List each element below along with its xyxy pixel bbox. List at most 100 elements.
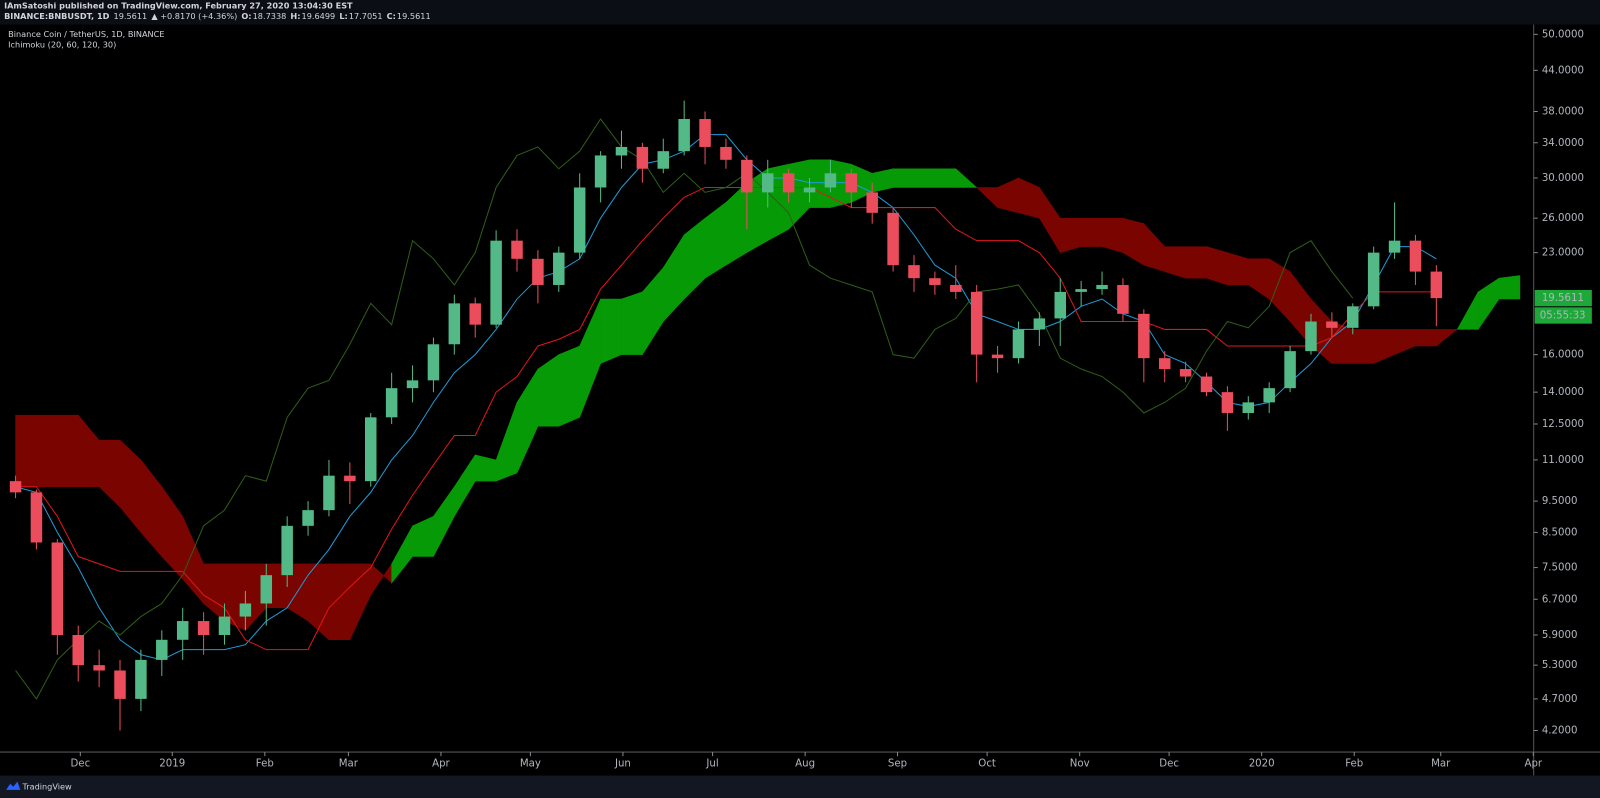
ohlc-value: 19.5611 — [397, 11, 431, 21]
y-tick-label: 50.0000 — [1542, 29, 1584, 40]
candle-body — [51, 542, 64, 635]
plot-area — [0, 24, 1534, 753]
candle-body — [991, 354, 1004, 359]
candle-body — [281, 525, 293, 576]
y-tick-label: 5.9000 — [1542, 630, 1578, 641]
candle-body — [1367, 252, 1380, 307]
x-tick-label: Nov — [1070, 758, 1090, 769]
ohlc-value: 19.6499 — [302, 11, 336, 21]
cloud-segment — [558, 345, 580, 427]
cloud-segment — [934, 168, 957, 188]
candle-body — [93, 665, 105, 671]
candle-body — [1054, 291, 1066, 319]
y-tick-label: 23.0000 — [1542, 248, 1584, 259]
x-tick-label: Oct — [978, 758, 996, 769]
candle-body — [1096, 284, 1108, 290]
candles — [9, 100, 1443, 731]
candle-body — [803, 187, 816, 193]
y-tick-label: 9.5000 — [1542, 496, 1578, 507]
last-price-box — [1534, 289, 1592, 307]
cloud-segment — [57, 414, 79, 487]
x-tick-label: Apr — [1524, 758, 1542, 769]
candle-body — [469, 303, 481, 325]
candle-body — [1347, 306, 1359, 328]
last-price: 19.5611 — [114, 11, 148, 21]
candle-body — [866, 192, 878, 213]
candle-body — [970, 291, 983, 355]
cloud-segment — [1206, 246, 1228, 286]
candle-body — [385, 388, 398, 418]
candle-body — [1430, 271, 1443, 299]
y-tick-label: 12.5000 — [1542, 419, 1584, 430]
x-tick-label: Feb — [1345, 758, 1363, 769]
candle-body — [197, 621, 210, 635]
candle-body — [1242, 402, 1255, 413]
cloud-segment — [1436, 329, 1458, 347]
y-tick-label: 11.0000 — [1542, 455, 1584, 466]
cloud-segment — [328, 563, 351, 641]
candle-body — [1012, 329, 1025, 359]
y-tick-label: 16.0000 — [1542, 350, 1584, 361]
y-tick-label: 5.3000 — [1542, 660, 1578, 671]
candle-body — [1179, 369, 1192, 377]
candle-body — [782, 173, 795, 193]
candle-body — [594, 155, 607, 188]
y-tick-label: 26.0000 — [1542, 213, 1584, 224]
cloud-segment — [913, 168, 936, 188]
symbol: BINANCE:BNBUSDT, 1D — [4, 11, 110, 21]
candle-body — [761, 173, 774, 193]
candle-body — [720, 146, 732, 160]
axes: 50.0000 44.0000 38.0000 34.0000 30.0000 26.00… — [70, 29, 1592, 769]
candle-body — [553, 252, 565, 285]
y-tick-label: 14.0000 — [1542, 387, 1584, 398]
cloud-segment — [15, 414, 37, 487]
cloud-segment — [1101, 217, 1124, 253]
indicator-line — [15, 118, 1354, 700]
cloud-segment — [1352, 329, 1374, 364]
cloud-segment — [955, 168, 978, 188]
candle-body — [9, 481, 22, 493]
x-tick-label: 2020 — [1249, 758, 1275, 769]
ohlc-label: O: — [241, 11, 251, 21]
x-tick-label: Dec — [1159, 758, 1179, 769]
candle-body — [845, 173, 858, 193]
footer-brand: TradingView — [21, 781, 72, 791]
change: ▲ +0.8170 (+4.36%) — [151, 11, 237, 21]
x-tick-label: Jul — [705, 758, 718, 769]
cloud-segment — [1185, 246, 1207, 279]
candle-body — [218, 616, 231, 635]
x-tick-label: Jun — [614, 758, 631, 769]
candle-body — [490, 240, 502, 325]
candle-body — [929, 278, 941, 285]
plot — [9, 100, 1521, 731]
ohlc-label: H: — [290, 11, 300, 21]
countdown-label: 05:55:33 — [1540, 310, 1586, 321]
y-tick-label: 38.0000 — [1542, 107, 1584, 118]
x-tick-label: Dec — [70, 758, 90, 769]
candle-body — [950, 284, 962, 292]
y-tick-label: 4.2000 — [1542, 726, 1578, 737]
candle-body — [1075, 289, 1087, 292]
countdown-box — [1534, 307, 1592, 324]
candle-body — [135, 659, 147, 699]
candle-body — [406, 380, 419, 389]
ohlc-value: 17.7051 — [349, 11, 383, 21]
candle-body — [532, 258, 544, 285]
candle-body — [1388, 240, 1401, 253]
cloud-segment — [600, 298, 622, 364]
lines — [15, 118, 1437, 700]
candle-body — [699, 119, 711, 147]
candle-body — [824, 173, 837, 188]
y-tick-label: 7.5000 — [1542, 563, 1578, 574]
chart-subtitle: Ichimoku (20, 60, 120, 30) — [8, 39, 116, 49]
candle-body — [1158, 358, 1171, 370]
x-tick-label: Mar — [1431, 758, 1451, 769]
candle-body — [741, 159, 753, 193]
candle-body — [678, 119, 690, 152]
candle-body — [636, 146, 649, 169]
candle-body — [657, 151, 670, 169]
published-line: IAmSatoshi published on TradingView.com,… — [4, 1, 353, 11]
candle-body — [365, 417, 377, 482]
ohlc-label: C: — [387, 11, 396, 21]
last-price-label: 19.5611 — [1542, 293, 1584, 304]
